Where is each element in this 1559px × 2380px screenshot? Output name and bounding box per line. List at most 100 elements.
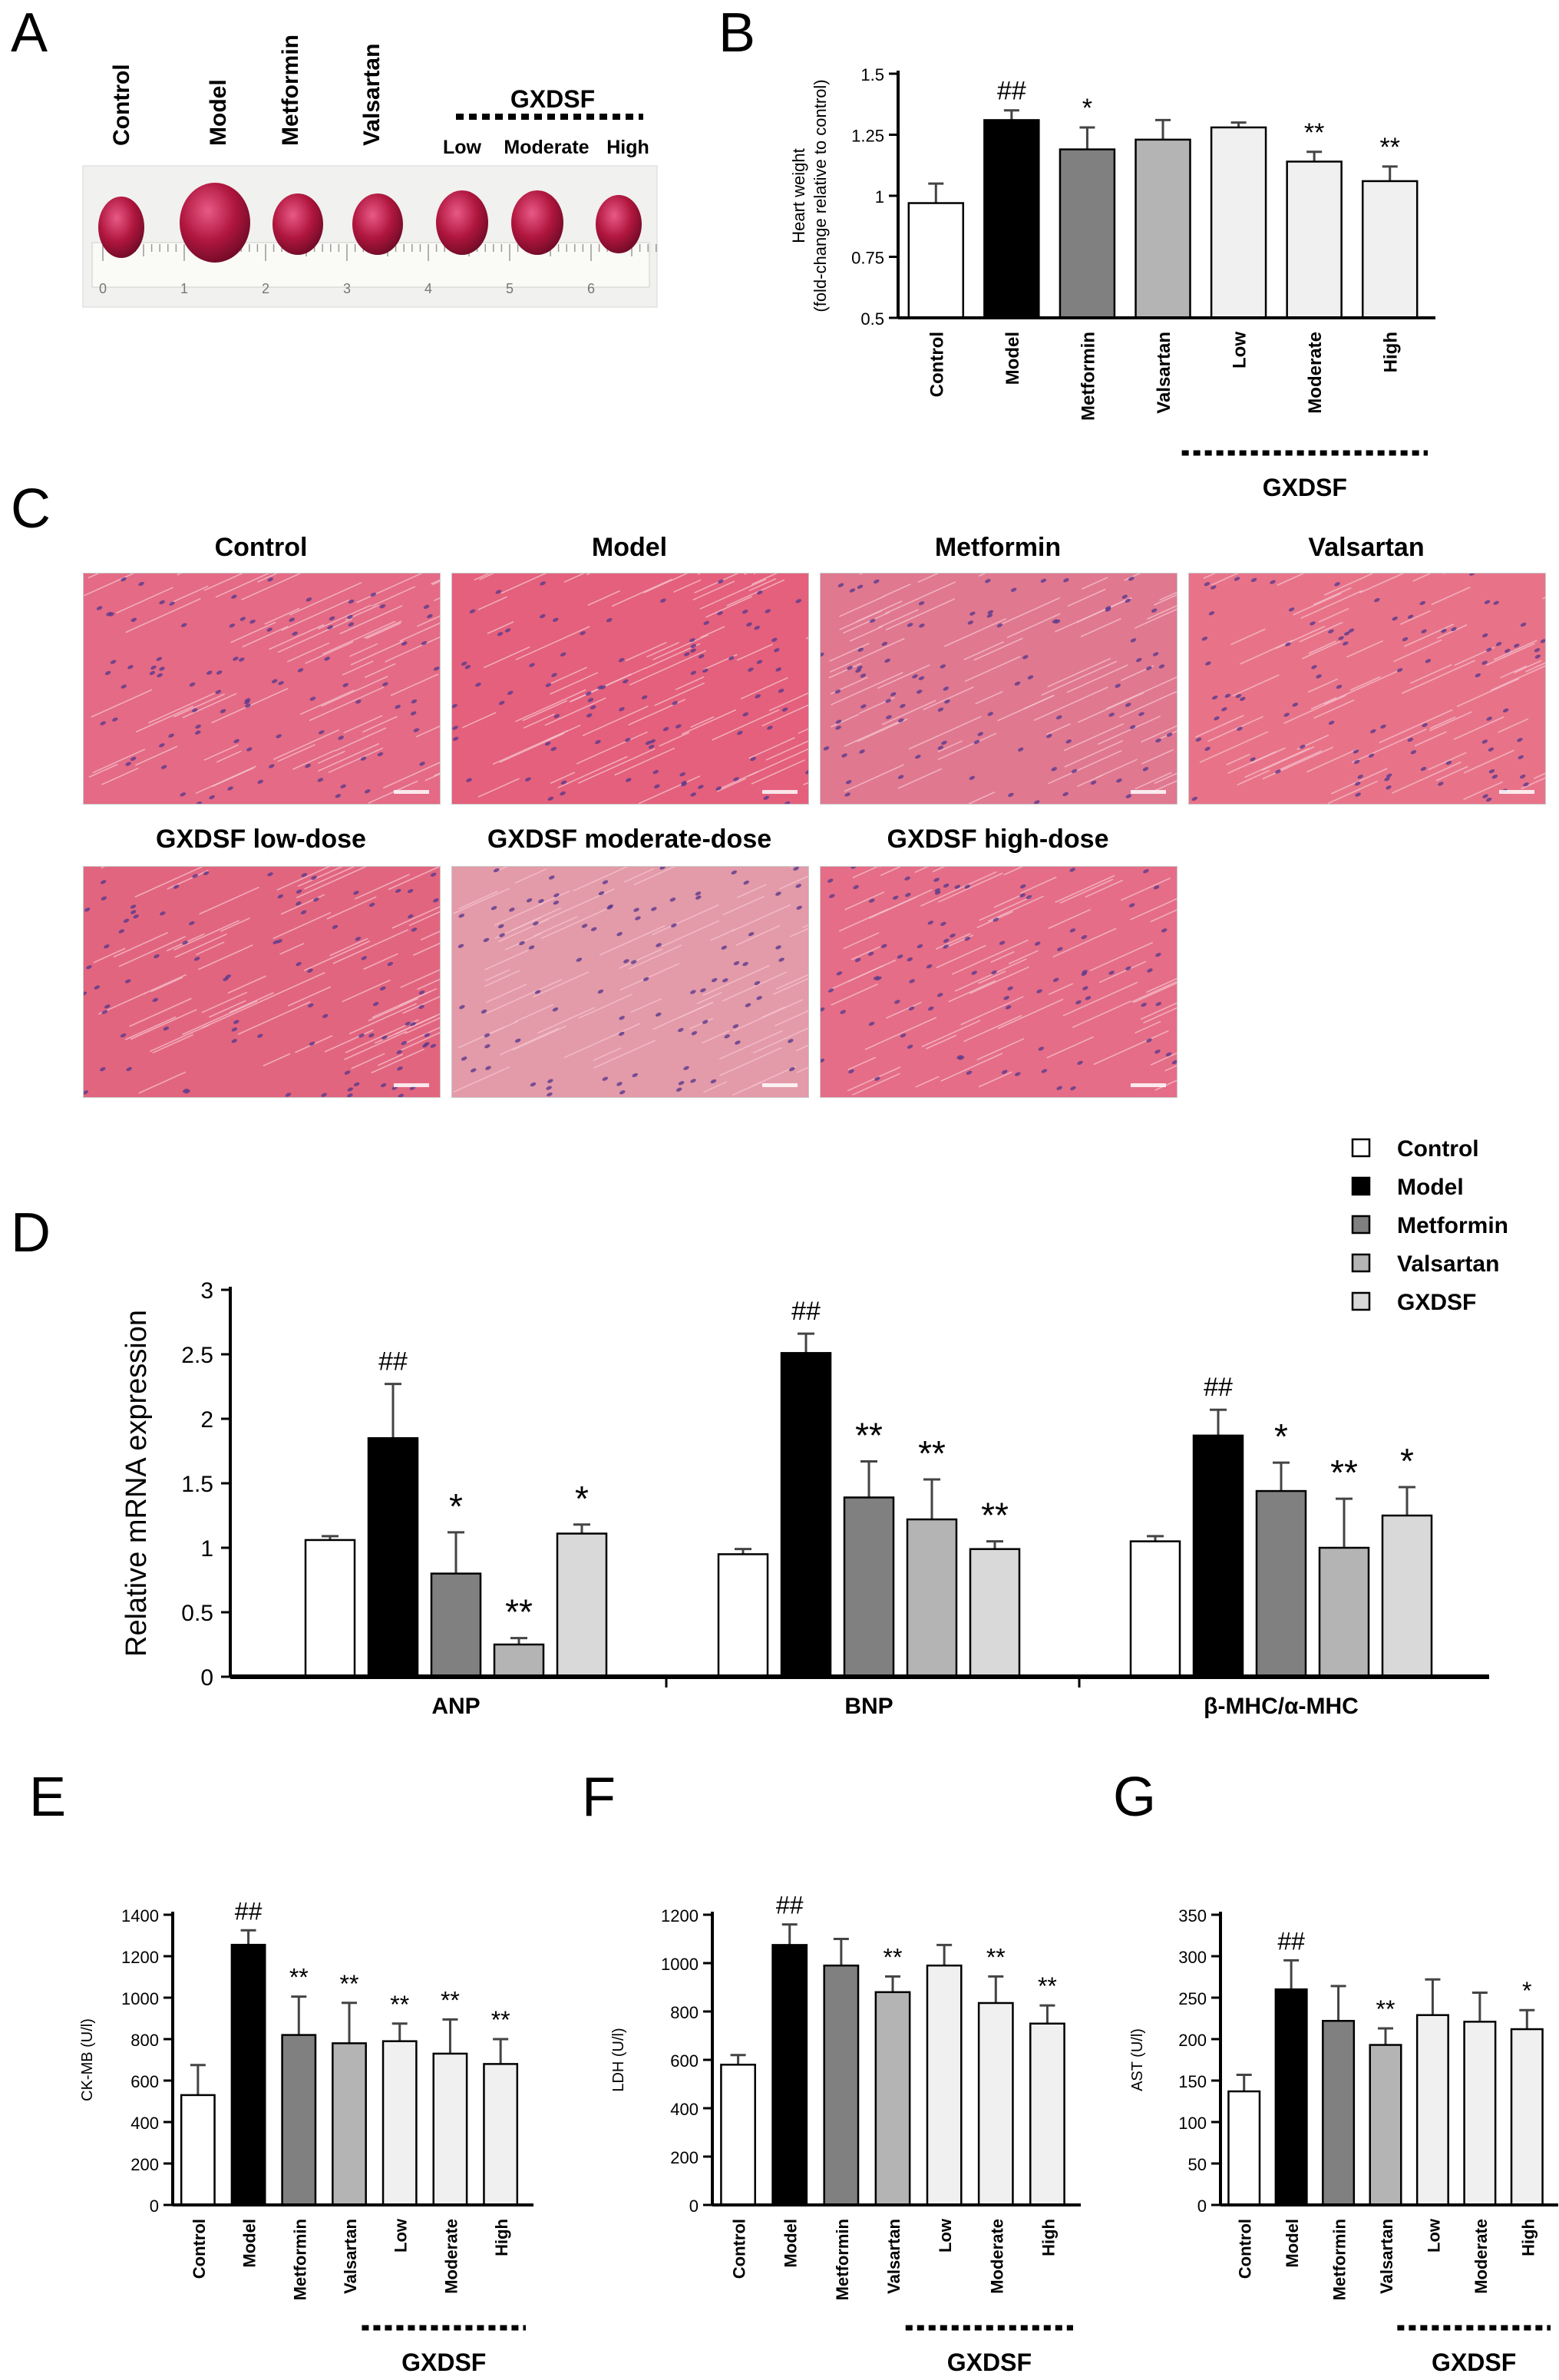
- category-e-6: High: [492, 2219, 511, 2256]
- category-b-4: Low: [1230, 332, 1250, 369]
- panel-letter-e: E: [29, 1767, 67, 1828]
- ylabel-d: Relative mRNA expression: [121, 1310, 153, 1657]
- category-e-1: Model: [240, 2219, 259, 2268]
- ruler-tick-1: 1: [180, 281, 188, 296]
- bar-d-2-2: [1255, 1489, 1307, 1678]
- ytick-b-3: 1.25: [851, 127, 884, 146]
- annotation-b-2: *: [1082, 94, 1092, 123]
- ytick-e-7: 1400: [121, 1906, 159, 1925]
- bar-f-0: [720, 2064, 756, 2206]
- category-f-2: Metformin: [833, 2219, 852, 2300]
- annotation-e-4: **: [390, 1991, 409, 2018]
- bar-e-6: [483, 2063, 519, 2206]
- bar-b-5: [1286, 160, 1343, 319]
- ytick-b-1: 0.75: [851, 249, 884, 268]
- histology-gxdsf-high: [820, 866, 1178, 1098]
- annotation-d-2-4: *: [1400, 1441, 1414, 1481]
- histology-model: [451, 573, 809, 805]
- annotation-d-0-4: *: [575, 1479, 589, 1519]
- ytick-g-4: 200: [1178, 2031, 1207, 2050]
- heart-model: [180, 183, 250, 263]
- category-b-3: Valsartan: [1154, 332, 1174, 414]
- annotation-g-1: ##: [1277, 1927, 1305, 1955]
- ytick-f-5: 1000: [661, 1955, 699, 1974]
- hist-label-gxdsf-high: GXDSF high-dose: [887, 825, 1109, 854]
- ytick-e-4: 800: [130, 2031, 159, 2050]
- bar-e-4: [381, 2040, 418, 2206]
- annotation-d-2-1: ##: [1204, 1373, 1233, 1402]
- annotation-d-2-2: *: [1274, 1416, 1288, 1456]
- bar-g-1: [1274, 1988, 1308, 2206]
- bar-g-2: [1322, 2019, 1356, 2206]
- photo-gxdsf-title: GXDSF: [510, 85, 595, 113]
- annotation-d-1-4: **: [981, 1496, 1009, 1535]
- ytick-d-2: 1: [200, 1536, 213, 1562]
- bar-d-1-2: [843, 1496, 895, 1678]
- histology-gxdsf-moderate: [451, 866, 809, 1098]
- group-label-g: GXDSF: [1432, 2349, 1516, 2376]
- category-d-0: ANP: [431, 1694, 480, 1719]
- legend-swatch-metformin: [1351, 1215, 1371, 1235]
- bar-d-0-3: [493, 1643, 545, 1678]
- ytick-f-2: 400: [670, 2100, 699, 2119]
- ruler-tick-4: 4: [424, 281, 432, 296]
- heart-gxdsf-high: [596, 195, 642, 253]
- ytick-f-4: 800: [670, 2003, 699, 2022]
- legend-label-model: Model: [1397, 1175, 1464, 1200]
- category-g-2: Metformin: [1330, 2219, 1349, 2300]
- bar-f-4: [926, 1964, 963, 2206]
- hist-label-control: Control: [214, 533, 308, 562]
- ytick-d-1: 0.5: [181, 1601, 213, 1626]
- ylabel-g: AST (U/l): [1129, 2028, 1146, 2091]
- heart-gxdsf-moderate: [511, 190, 563, 255]
- histology-metformin: [820, 573, 1178, 805]
- bar-e-1: [230, 1943, 266, 2206]
- ytick-e-2: 400: [130, 2114, 159, 2133]
- bar-d-1-1: [780, 1352, 832, 1678]
- annotation-e-1: ##: [235, 1897, 263, 1925]
- bar-d-0-0: [304, 1539, 356, 1678]
- ytick-g-3: 150: [1178, 2072, 1207, 2091]
- ytick-e-0: 0: [150, 2197, 159, 2216]
- annotation-f-5: **: [986, 1943, 1006, 1971]
- annotation-d-1-2: **: [855, 1415, 883, 1455]
- bar-b-4: [1210, 126, 1267, 319]
- annotation-b-6: **: [1379, 133, 1399, 162]
- group-label-e: GXDSF: [401, 2349, 486, 2376]
- bar-d-2-1: [1192, 1434, 1244, 1678]
- ytick-e-3: 600: [130, 2072, 159, 2091]
- panel-letter-b: B: [718, 2, 756, 64]
- histology-control: [83, 573, 441, 805]
- bar-d-2-3: [1318, 1546, 1370, 1678]
- ylabel2-b: (fold-change relative to control): [811, 79, 830, 312]
- mrna-expression-chart: 0 0.5 1 1.5 2 2.5 3 Relative mRNA expression ## *…: [121, 1278, 1489, 1719]
- heart-control: [98, 197, 144, 258]
- photo-label-metformin: Metformin: [278, 35, 303, 146]
- category-g-5: Moderate: [1471, 2219, 1491, 2294]
- bar-f-3: [874, 1991, 911, 2206]
- ytick-g-6: 300: [1178, 1948, 1207, 1967]
- bar-d-2-0: [1129, 1540, 1181, 1678]
- photo-label-model: Model: [206, 79, 231, 146]
- ytick-f-6: 1200: [661, 1906, 699, 1925]
- annotation-e-5: **: [441, 1986, 460, 2014]
- legend-label-metformin: Metformin: [1397, 1213, 1508, 1238]
- ast-chart: 0 50 100 150 200 250 300 350 AST (U/l) Control ## M…: [1129, 1906, 1558, 2376]
- annotation-d-1-1: ##: [791, 1297, 821, 1326]
- heart-weight-chart: 0.5 0.75 1 1.25 1.5 Heart weight (fold-change …: [789, 65, 1435, 501]
- ytick-b-2: 1: [875, 187, 884, 207]
- annotation-e-3: **: [340, 1970, 359, 1998]
- bar-d-0-1: [367, 1436, 419, 1678]
- ytick-e-5: 1000: [121, 1989, 159, 2008]
- category-b-1: Model: [1002, 332, 1023, 385]
- bar-f-6: [1029, 2022, 1065, 2206]
- annotation-d-0-1: ##: [378, 1347, 408, 1377]
- photo-label-low: Low: [443, 137, 482, 158]
- bar-d-1-0: [717, 1553, 769, 1678]
- annotation-b-5: **: [1304, 118, 1324, 147]
- legend-swatch-control: [1351, 1138, 1371, 1158]
- hist-label-model: Model: [591, 533, 668, 562]
- ruler-tick-0: 0: [99, 281, 107, 296]
- category-d-2: β-MHC/α-MHC: [1204, 1694, 1359, 1719]
- ytick-f-3: 600: [670, 2051, 699, 2071]
